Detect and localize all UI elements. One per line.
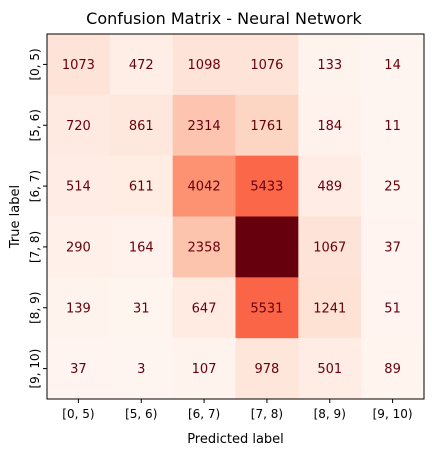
y-tick-label: [0, 5) bbox=[28, 48, 42, 80]
y-tick-label: [9, 10) bbox=[28, 349, 42, 389]
y-axis-ticks: [0, 5) [5, 6) [6, 7) [7, 8) [8, 9) [9, 10) bbox=[28, 48, 47, 389]
heatmap-cell bbox=[298, 34, 362, 96]
cell-value-label: 1241 bbox=[313, 301, 346, 316]
cell-value-label: 5433 bbox=[250, 180, 283, 195]
x-tick-label: [8, 9) bbox=[314, 407, 346, 421]
cell-value-label: 2358 bbox=[188, 240, 221, 255]
heatmap-cell bbox=[235, 338, 299, 400]
heatmap-cell bbox=[47, 34, 111, 96]
cell-value-label: 164 bbox=[129, 240, 154, 255]
x-tick-label: [6, 7) bbox=[188, 407, 220, 421]
cell-value-label: 31 bbox=[133, 301, 150, 316]
heatmap-cell bbox=[298, 94, 362, 157]
heatmap-cell bbox=[361, 94, 425, 157]
cell-value-label: 1098 bbox=[188, 58, 221, 73]
heatmap-cell bbox=[172, 338, 236, 400]
y-tick-label: [6, 7) bbox=[28, 170, 42, 202]
cell-value-label: 720 bbox=[66, 119, 91, 134]
chart-title: Confusion Matrix - Neural Network bbox=[86, 9, 362, 28]
x-tick-label: [0, 5) bbox=[62, 407, 94, 421]
cell-value-label: 11 bbox=[384, 119, 401, 134]
cell-value-label: 861 bbox=[129, 119, 154, 134]
heatmap-cell bbox=[47, 338, 111, 400]
heatmap-cell bbox=[47, 155, 111, 217]
heatmap-cell bbox=[361, 155, 425, 217]
heatmap-cell bbox=[172, 216, 236, 278]
cell-value-label: 25 bbox=[384, 180, 401, 195]
heatmap-cell bbox=[298, 277, 362, 339]
cell-value-label: 2314 bbox=[188, 119, 221, 134]
heatmap-cell bbox=[298, 155, 362, 217]
heatmap-cell bbox=[109, 34, 174, 96]
x-tick-label: [7, 8) bbox=[251, 407, 283, 421]
cell-value-label: 37 bbox=[70, 362, 87, 377]
cell-value-label: 107 bbox=[192, 362, 217, 377]
heatmap-cell bbox=[109, 94, 174, 157]
x-axis-ticks: [0, 5) [5, 6) [6, 7) [7, 8) [8, 9) [9, 10) bbox=[62, 399, 413, 421]
x-tick-label: [5, 6) bbox=[125, 407, 157, 421]
cell-value-label: 5531 bbox=[250, 301, 283, 316]
heatmap-cell bbox=[361, 277, 425, 339]
cell-value-label: 37 bbox=[384, 240, 401, 255]
heatmap-cell bbox=[235, 94, 299, 157]
heatmap-cell bbox=[47, 277, 111, 339]
heatmap-cell bbox=[109, 216, 174, 278]
cell-value-label: 472 bbox=[129, 58, 154, 73]
x-axis-label: Predicted label bbox=[187, 432, 284, 447]
cell-value-label: 647 bbox=[192, 301, 217, 316]
cell-value-label: 3 bbox=[137, 362, 145, 377]
y-tick-label: [5, 6) bbox=[28, 109, 42, 141]
cell-value-label: 290 bbox=[66, 240, 91, 255]
cell-value-label: 978 bbox=[255, 362, 280, 377]
y-tick-label: [7, 8) bbox=[28, 231, 42, 263]
cell-value-label: 4042 bbox=[188, 180, 221, 195]
cell-value-label: 611 bbox=[129, 180, 154, 195]
cell-value-label: 139 bbox=[66, 301, 91, 316]
plot-frame bbox=[46, 33, 425, 400]
heatmap-cell bbox=[235, 277, 299, 339]
heatmap-cell bbox=[361, 216, 425, 278]
cell-value-label: 501 bbox=[317, 362, 342, 377]
heatmap-cells bbox=[47, 34, 425, 400]
cell-value-label: 489 bbox=[317, 180, 342, 195]
heatmap-cell bbox=[298, 216, 362, 278]
heatmap-cell bbox=[361, 338, 425, 400]
heatmap-cell bbox=[235, 155, 299, 217]
heatmap-cell bbox=[109, 155, 174, 217]
y-axis-label: True label bbox=[8, 185, 23, 249]
heatmap-cell bbox=[235, 34, 299, 96]
heatmap-cell bbox=[109, 338, 174, 400]
heatmap-cell bbox=[47, 216, 111, 278]
cell-value-label: 1761 bbox=[250, 119, 283, 134]
cell-value-label: 184 bbox=[317, 119, 342, 134]
cell-value-label: 51 bbox=[384, 301, 401, 316]
cell-value-label: 1067 bbox=[313, 240, 346, 255]
cell-value-label: 89 bbox=[384, 362, 401, 377]
y-tick-label: [8, 9) bbox=[28, 292, 42, 324]
heatmap-cell bbox=[47, 94, 111, 157]
heatmap-cell bbox=[172, 94, 236, 157]
heatmap-cell bbox=[109, 277, 174, 339]
heatmap-cell bbox=[172, 155, 236, 217]
cell-value-label: 514 bbox=[66, 180, 91, 195]
cell-value-label: 1073 bbox=[62, 58, 95, 73]
heatmap-cell bbox=[235, 216, 299, 278]
heatmap-cell bbox=[298, 338, 362, 400]
cell-value-label: 10758 bbox=[246, 240, 287, 255]
cell-value-label: 14 bbox=[384, 58, 401, 73]
heatmap-cell bbox=[172, 34, 236, 96]
x-tick-label: [9, 10) bbox=[373, 407, 413, 421]
heatmap-cell bbox=[172, 277, 236, 339]
cell-value-label: 1076 bbox=[250, 58, 283, 73]
heatmap-cell bbox=[361, 34, 425, 96]
cell-value-label: 133 bbox=[317, 58, 342, 73]
